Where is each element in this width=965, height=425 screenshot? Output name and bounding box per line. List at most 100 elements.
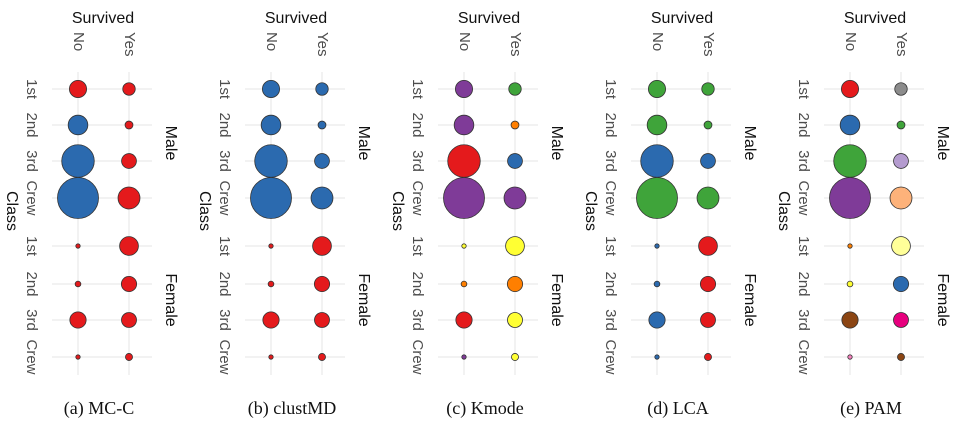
- bubble-male-yes-3rd: [121, 153, 137, 169]
- y-tick-label: 2nd: [409, 112, 426, 137]
- bubble-male-yes-crew: [117, 186, 141, 210]
- y-tick-label: 3rd: [23, 150, 40, 172]
- y-tick-label: 3rd: [795, 309, 812, 331]
- bubble-female-no-1st: [847, 243, 853, 249]
- bubble-male-no-crew: [636, 177, 678, 219]
- panel-caption: (c) Kmode: [446, 398, 523, 419]
- facet-label-female: Female: [355, 273, 372, 326]
- y-tick-label: Crew: [602, 180, 619, 215]
- bubble-female-no-3rd: [841, 311, 859, 329]
- facet-label-male: Male: [548, 126, 565, 161]
- y-tick-label: 3rd: [216, 309, 233, 331]
- y-tick-label: 1st: [602, 79, 619, 100]
- y-tick-label: 2nd: [602, 112, 619, 137]
- facet-label-male: Male: [355, 126, 372, 161]
- bubble-male-yes-3rd: [893, 153, 909, 169]
- panel-caption: (a) MC-C: [64, 398, 135, 419]
- bubble-female-yes-crew: [704, 353, 712, 361]
- bubble-female-yes-1st: [891, 236, 911, 256]
- y-tick-label: 2nd: [216, 271, 233, 296]
- bubble-male-no-1st: [648, 80, 667, 99]
- bubble-male-no-1st: [841, 80, 860, 99]
- bubble-male-yes-3rd: [700, 153, 716, 169]
- x-tick-label: Yes: [507, 32, 524, 56]
- bubble-female-yes-1st: [119, 236, 139, 256]
- y-tick-label: 3rd: [23, 309, 40, 331]
- bubble-male-yes-3rd: [314, 153, 330, 169]
- facet-label-female: Female: [548, 273, 565, 326]
- bubble-male-no-2nd: [839, 114, 861, 136]
- bubble-female-no-crew: [461, 354, 467, 360]
- bubble-female-no-2nd: [653, 280, 661, 288]
- x-tick-label: No: [263, 32, 280, 51]
- bubble-male-yes-1st: [315, 82, 329, 96]
- bubble-female-no-3rd: [69, 311, 87, 329]
- y-tick-label: 1st: [795, 236, 812, 257]
- bubble-male-yes-1st: [122, 82, 136, 96]
- bubble-male-yes-2nd: [317, 120, 327, 130]
- bubble-female-no-crew: [268, 354, 274, 360]
- bubble-female-no-crew: [654, 354, 660, 360]
- bubble-male-yes-crew: [696, 186, 720, 210]
- y-tick-label: 1st: [602, 236, 619, 257]
- bubble-female-yes-2nd: [892, 275, 910, 293]
- column-title: Survived: [844, 10, 906, 27]
- facet-label-male: Male: [162, 126, 179, 161]
- bubble-male-no-3rd: [640, 144, 674, 178]
- row-title: Class: [3, 191, 20, 231]
- row-title: Class: [389, 191, 406, 231]
- bubble-female-yes-3rd: [700, 312, 716, 328]
- bubble-female-no-1st: [461, 243, 467, 249]
- bubble-female-no-3rd: [455, 311, 473, 329]
- y-tick-label: 3rd: [409, 150, 426, 172]
- x-tick-label: Yes: [121, 32, 138, 56]
- bubble-female-yes-1st: [312, 236, 332, 256]
- bubble-female-no-crew: [75, 354, 81, 360]
- bubble-female-no-2nd: [74, 280, 82, 288]
- bubble-male-yes-crew: [889, 186, 913, 210]
- bubble-female-yes-crew: [897, 353, 905, 361]
- x-tick-label: No: [649, 32, 666, 51]
- bubble-male-no-crew: [57, 177, 99, 219]
- bubble-female-no-1st: [268, 243, 274, 249]
- facet-label-male: Male: [741, 126, 758, 161]
- x-tick-label: Yes: [700, 32, 717, 56]
- y-tick-label: 3rd: [409, 309, 426, 331]
- bubble-male-no-3rd: [254, 144, 288, 178]
- y-tick-label: Crew: [795, 180, 812, 215]
- x-tick-label: No: [456, 32, 473, 51]
- x-tick-label: No: [70, 32, 87, 51]
- y-tick-label: 3rd: [795, 150, 812, 172]
- column-title: Survived: [72, 10, 134, 27]
- bubble-female-yes-2nd: [506, 275, 524, 293]
- bubble-male-no-1st: [261, 80, 280, 99]
- row-title: Class: [196, 191, 213, 231]
- bubble-male-yes-1st: [701, 82, 715, 96]
- bubble-male-yes-2nd: [510, 120, 520, 130]
- y-tick-label: 1st: [23, 79, 40, 100]
- panel-caption: (e) PAM: [840, 398, 902, 419]
- y-tick-label: 2nd: [23, 112, 40, 137]
- x-tick-label: Yes: [893, 32, 910, 56]
- bubble-female-yes-2nd: [699, 275, 717, 293]
- y-tick-label: 2nd: [216, 112, 233, 137]
- y-tick-label: 3rd: [216, 150, 233, 172]
- row-title: Class: [775, 191, 792, 231]
- bubble-male-no-1st: [69, 80, 88, 99]
- y-tick-label: 2nd: [409, 271, 426, 296]
- y-tick-label: 1st: [23, 236, 40, 257]
- column-title: Survived: [265, 10, 327, 27]
- bubble-female-yes-crew: [511, 353, 519, 361]
- bubble-male-yes-2nd: [703, 120, 713, 130]
- y-tick-label: Crew: [409, 339, 426, 374]
- bubble-male-no-crew: [829, 177, 871, 219]
- bubble-male-no-3rd: [447, 144, 481, 178]
- bubble-female-yes-crew: [318, 353, 326, 361]
- y-tick-label: 2nd: [795, 112, 812, 137]
- y-tick-label: Crew: [602, 339, 619, 374]
- row-title: Class: [582, 191, 599, 231]
